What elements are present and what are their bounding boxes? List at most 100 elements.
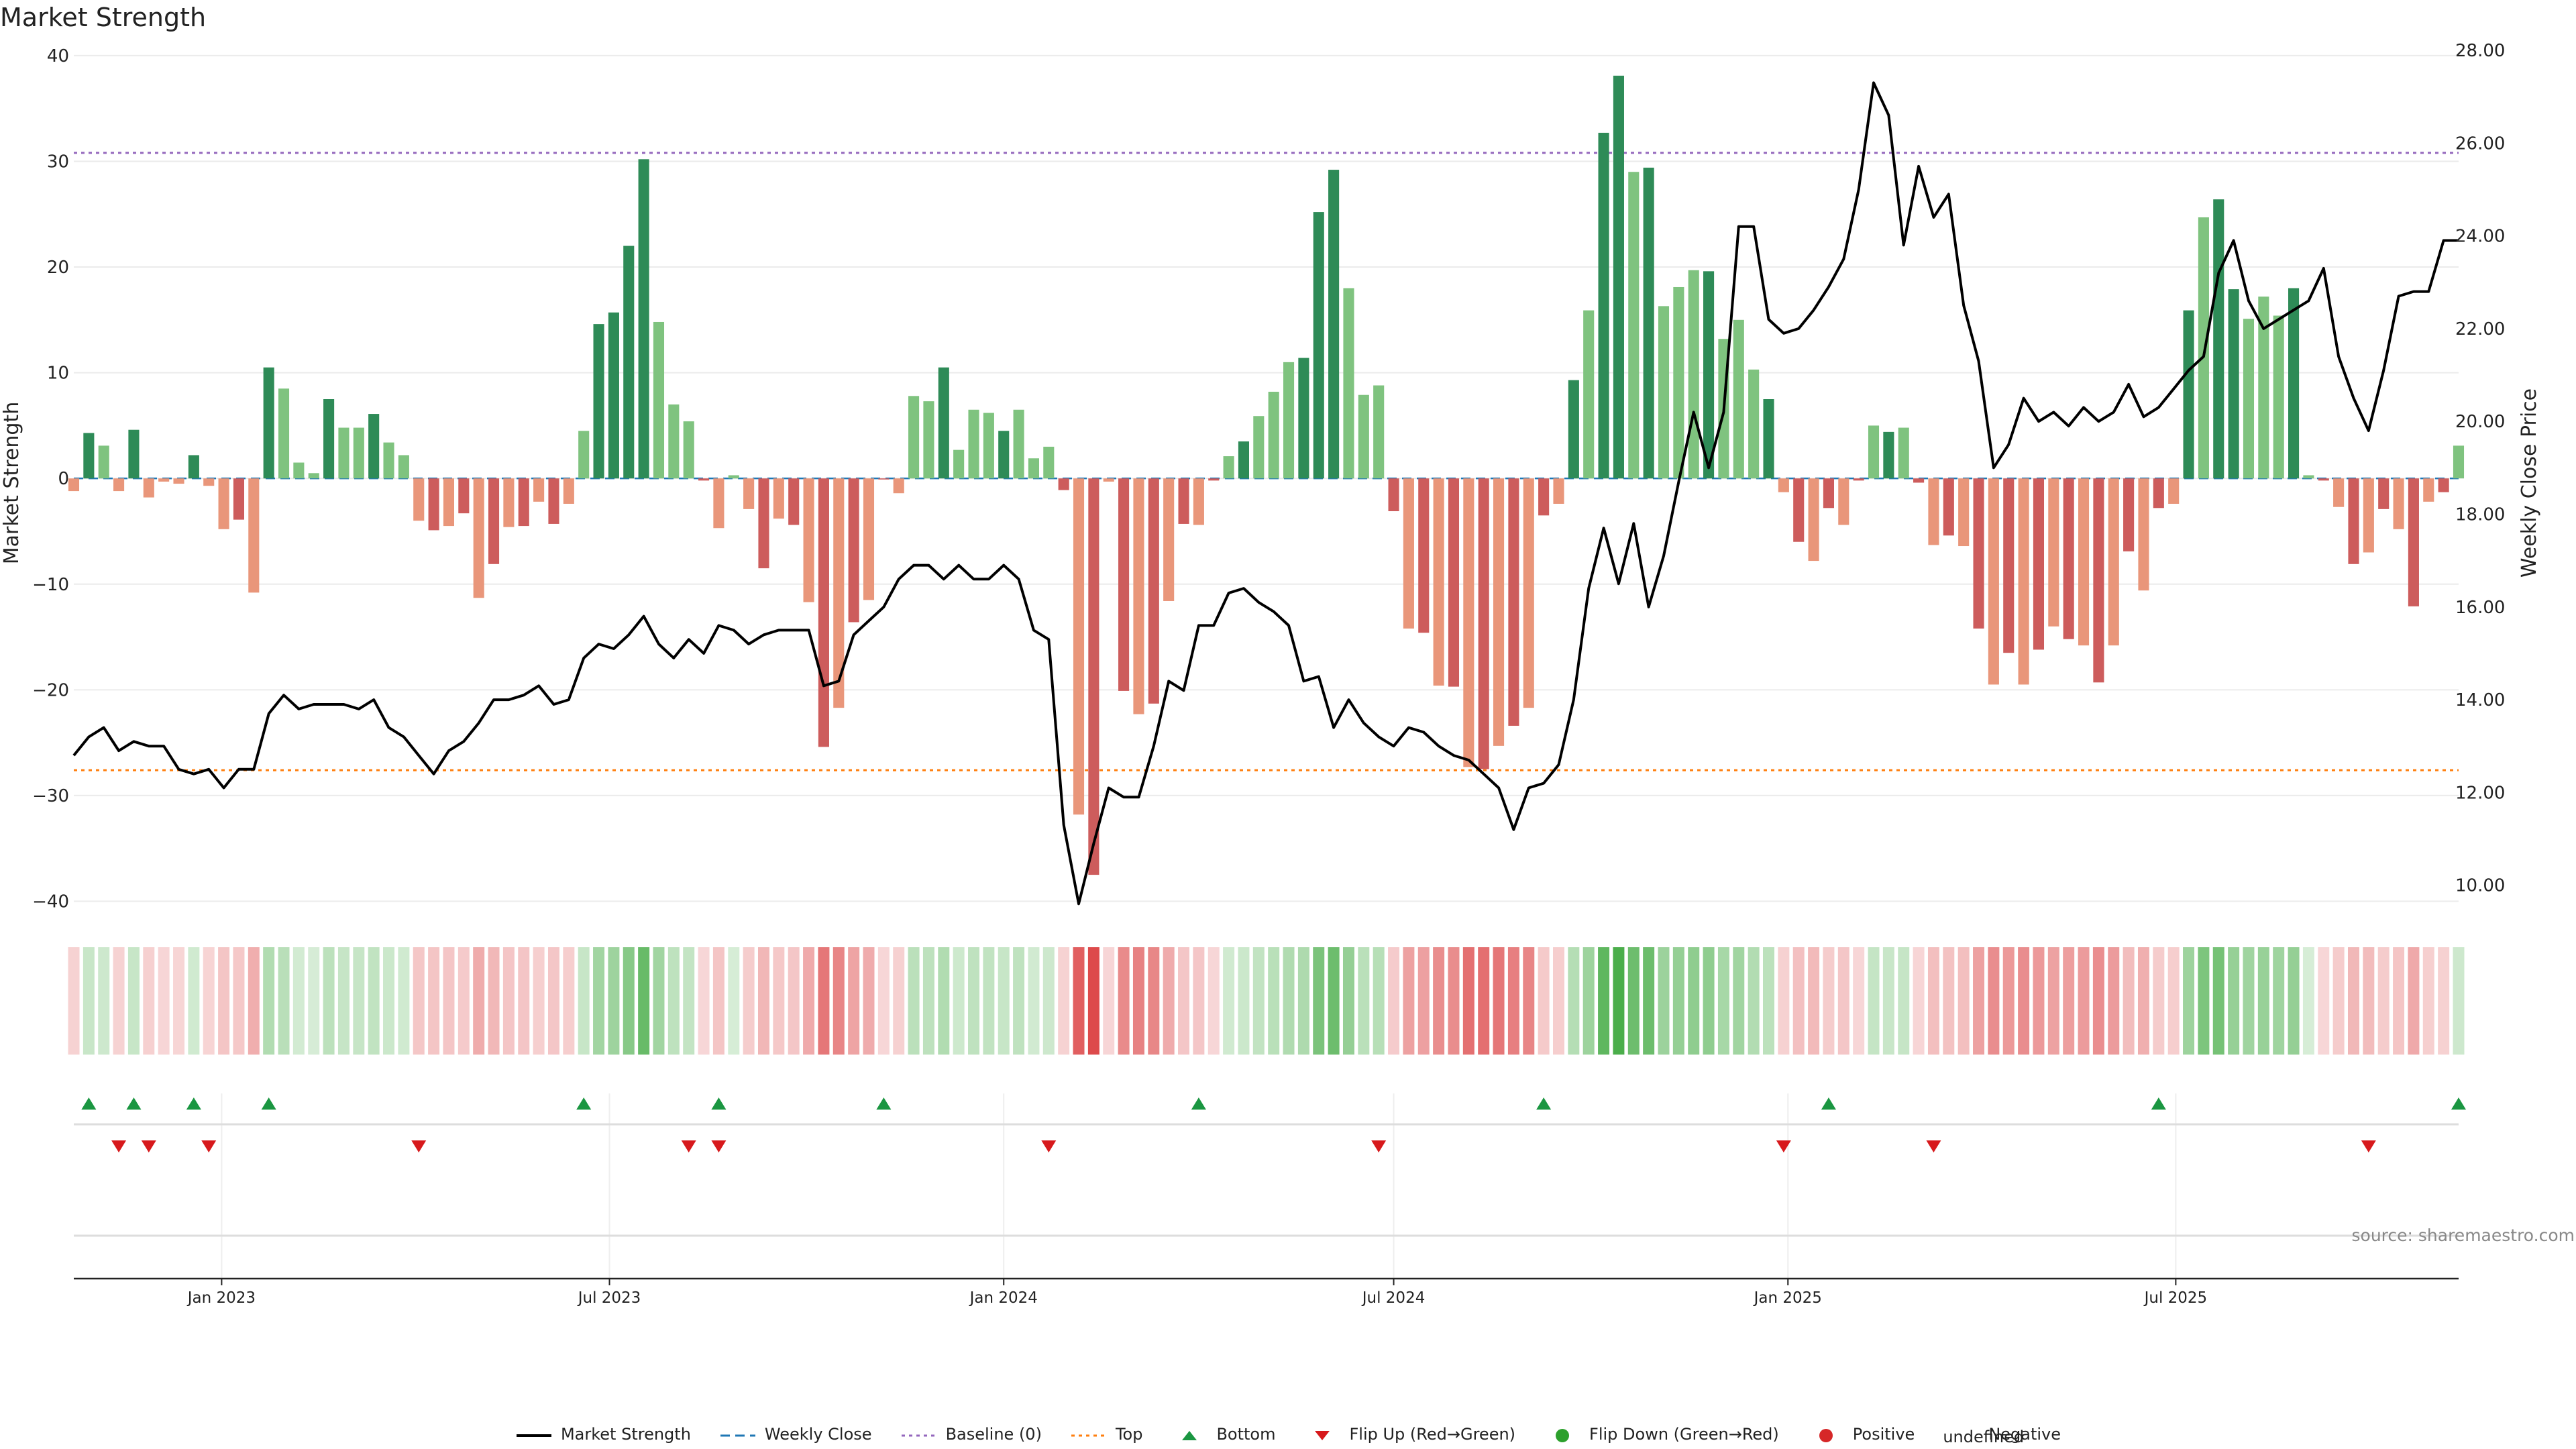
x-tick-label: Jul 2023 <box>577 1289 641 1307</box>
strength-bar <box>1238 441 1250 479</box>
weekly-close-polyline <box>72 81 2459 906</box>
heat-cell <box>1118 947 1130 1055</box>
heat-cell <box>833 947 845 1055</box>
strength-bar <box>1748 369 1760 479</box>
strength-bar <box>1733 319 1744 479</box>
strength-bar <box>353 427 364 479</box>
heat-cell <box>1717 947 1729 1055</box>
strength-bar <box>983 413 994 479</box>
heat-cell <box>233 947 245 1055</box>
strength-bar <box>2318 478 2329 481</box>
legend-positive: Flip Down (Green→Red) <box>1544 1425 1779 1444</box>
strength-bar <box>128 429 140 479</box>
strength-bar <box>413 478 425 521</box>
heat-cell <box>1448 947 1460 1055</box>
strength-bar <box>563 478 574 504</box>
strength-bar <box>1073 478 1085 815</box>
strength-bar <box>1103 478 1114 482</box>
strength-bar <box>1913 478 1925 483</box>
heat-cell <box>1703 947 1715 1055</box>
heat-cell <box>1178 947 1190 1055</box>
strength-bar <box>98 445 109 479</box>
strength-bar <box>1958 478 1970 547</box>
heat-cell <box>248 947 260 1055</box>
strength-bar <box>623 246 635 479</box>
heat-cell <box>1268 947 1280 1055</box>
heat-cell <box>1778 947 1790 1055</box>
heat-cell <box>563 947 575 1055</box>
heat-cell <box>518 947 530 1055</box>
heat-cell <box>158 947 170 1055</box>
heat-cell <box>2078 947 2090 1055</box>
heat-cell <box>308 947 320 1055</box>
strength-bar <box>833 478 845 708</box>
heat-cell <box>1823 947 1835 1055</box>
heat-cell <box>1568 947 1580 1055</box>
legend-flip-up: Bottom <box>1171 1425 1275 1444</box>
strength-bar <box>758 478 769 569</box>
heat-cell <box>2092 947 2104 1055</box>
flip-down-marker <box>201 1140 217 1152</box>
heat-cell <box>2047 947 2059 1055</box>
strength-bar <box>788 478 800 525</box>
heat-cell <box>1988 947 2000 1055</box>
heat-cell <box>1238 947 1250 1055</box>
y2-tick-label: 26.00 <box>2455 133 2505 154</box>
heat-cell <box>2273 947 2285 1055</box>
strength-bar <box>323 399 335 479</box>
legend-top: Baseline (0) <box>900 1425 1042 1444</box>
heat-cell <box>1973 947 1985 1055</box>
heat-cell <box>1898 947 1910 1055</box>
legend-symbol <box>1303 1428 1341 1441</box>
strength-bar <box>2408 478 2419 606</box>
y-tick-label: −40 <box>32 892 69 912</box>
heat-cell <box>1073 947 1085 1055</box>
source-note: source: sharemaestro.com <box>2352 1226 2575 1245</box>
strength-bar <box>368 414 380 479</box>
heat-cell <box>2123 947 2135 1055</box>
strength-bar <box>68 478 80 492</box>
heat-cell <box>1688 947 1700 1055</box>
y-tick-label: −30 <box>32 786 69 806</box>
heat-cell <box>173 947 185 1055</box>
heat-cell <box>818 947 830 1055</box>
heat-cell <box>1028 947 1040 1055</box>
heat-cell <box>398 947 410 1055</box>
heat-cell <box>1417 947 1430 1055</box>
strength-bar <box>1538 478 1550 516</box>
heat-cell <box>1658 947 1670 1055</box>
heat-cell <box>2288 947 2300 1055</box>
strength-bar <box>473 478 484 598</box>
reference-lines <box>74 152 2459 771</box>
strength-bar <box>458 478 470 514</box>
heat-cell <box>1342 947 1354 1055</box>
strength-bar <box>1688 270 1699 479</box>
heat-cell <box>1058 947 1070 1055</box>
flip-up-marker <box>81 1097 97 1110</box>
strength-bar <box>998 431 1010 479</box>
strength-bar <box>2183 310 2194 479</box>
heat-cell <box>1478 947 1490 1055</box>
legend-flip-down: Flip Up (Red→Green) <box>1303 1425 1515 1444</box>
strength-bar <box>773 478 784 519</box>
strength-bar <box>2333 478 2345 507</box>
strength-bar <box>203 478 215 486</box>
legend-label: Negative <box>1988 1425 2061 1444</box>
y-tick-label: 40 <box>47 46 69 66</box>
flip-up-marker <box>126 1097 142 1110</box>
flip-up-marker <box>2151 1097 2166 1110</box>
legend-symbol <box>1070 1428 1108 1441</box>
strength-bar <box>1943 478 1954 536</box>
heat-cell <box>638 947 650 1055</box>
strength-bar <box>2378 478 2390 509</box>
strength-bar <box>1118 478 1130 691</box>
flip-down-marker <box>2361 1140 2376 1152</box>
strength-bar <box>2123 478 2135 551</box>
heat-cell <box>877 947 890 1055</box>
legend-label: Flip Up (Red→Green) <box>1349 1425 1516 1444</box>
strength-bar <box>1928 478 1939 545</box>
strength-bar <box>1478 478 1489 769</box>
heat-cell <box>488 947 500 1055</box>
flip-down-marker <box>711 1140 727 1152</box>
